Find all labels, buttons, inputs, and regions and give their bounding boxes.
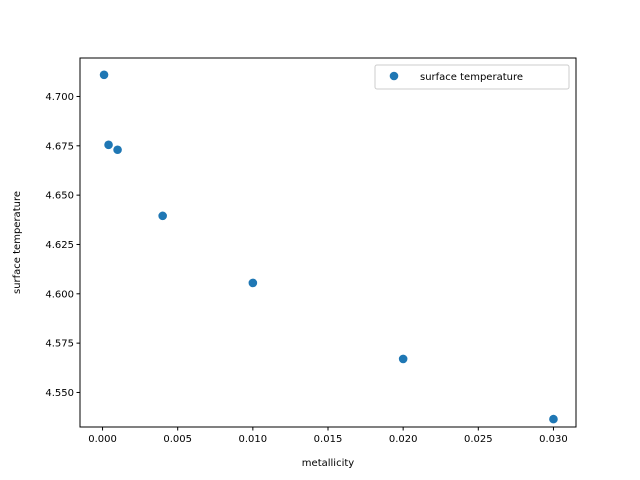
y-tick-label: 4.675 bbox=[45, 141, 74, 152]
y-tick-label: 4.600 bbox=[45, 289, 74, 300]
x-axis-label: metallicity bbox=[302, 458, 354, 469]
data-point bbox=[158, 211, 167, 221]
plot-area-frame bbox=[79, 57, 577, 428]
legend-label: surface temperature bbox=[420, 72, 523, 83]
legend-marker bbox=[389, 71, 399, 81]
data-points bbox=[99, 70, 558, 424]
data-point bbox=[104, 140, 113, 150]
legend-box bbox=[374, 64, 570, 90]
x-tick-label: 0.020 bbox=[389, 434, 418, 445]
y-tick-label: 4.700 bbox=[45, 92, 74, 103]
data-point bbox=[113, 145, 122, 155]
y-tick-label: 4.550 bbox=[45, 388, 74, 399]
x-tick-label: 0.015 bbox=[314, 434, 343, 445]
data-point bbox=[398, 354, 408, 364]
y-tick-label: 4.575 bbox=[45, 339, 74, 350]
x-tick-label: 0.005 bbox=[163, 434, 192, 445]
data-point bbox=[99, 70, 109, 80]
y-axis-label: surface temperature bbox=[12, 191, 23, 294]
legend: surface temperature bbox=[374, 64, 570, 90]
y-tick-label: 4.650 bbox=[45, 191, 74, 202]
x-tick-label: 0.010 bbox=[239, 434, 268, 445]
x-tick-label: 0.030 bbox=[539, 434, 568, 445]
y-tick-label: 4.625 bbox=[45, 240, 74, 251]
x-tick-label: 0.000 bbox=[88, 434, 117, 445]
axis-ticks: 0.000 0.005 0.010 0.015 0.020 0.025 0.030 4.550… bbox=[45, 92, 567, 445]
data-point bbox=[248, 278, 258, 288]
x-tick-label: 0.025 bbox=[464, 434, 493, 445]
data-point bbox=[549, 414, 558, 424]
